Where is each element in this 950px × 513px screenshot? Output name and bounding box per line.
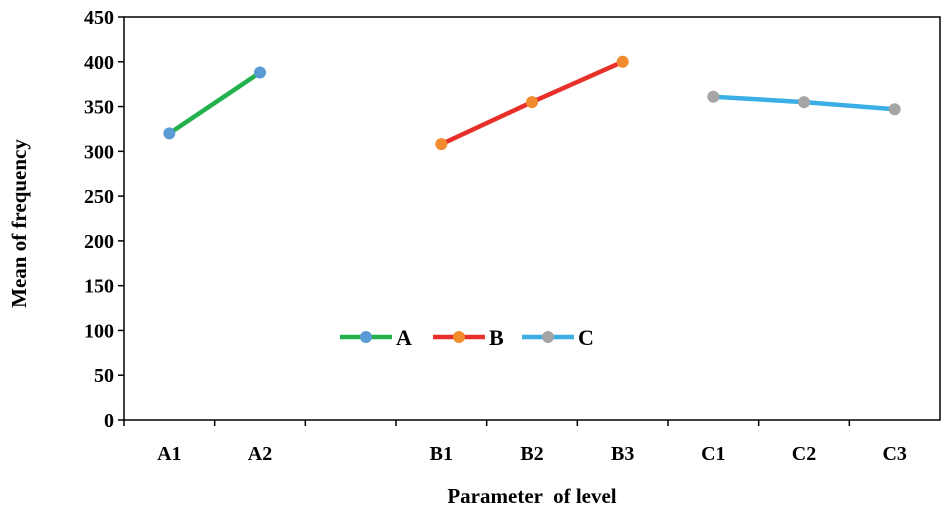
x-tick-label: B1 [430, 443, 453, 465]
x-tick-label: A2 [248, 443, 272, 465]
data-point-a [163, 127, 176, 140]
y-tick-label: 300 [84, 141, 114, 163]
data-point-a [254, 66, 266, 79]
y-axis-title: Mean of frequency [7, 139, 31, 308]
x-tick-label: B3 [611, 443, 634, 465]
x-tick-label: B2 [520, 443, 543, 465]
series-layer [163, 55, 901, 151]
x-tick-label: A1 [157, 443, 181, 465]
y-tick-label: 0 [104, 410, 114, 432]
y-tick-label: 100 [84, 320, 114, 342]
legend-swatch-marker [453, 331, 465, 343]
series-line-a [167, 70, 263, 136]
y-tick-label: 150 [84, 276, 114, 298]
y-tick-label: 250 [84, 186, 114, 208]
legend-label: B [489, 325, 504, 350]
y-axis-ticks: 0 50 100 150 200 250 300 350 400 450 [84, 7, 124, 432]
data-point-c [707, 90, 720, 103]
data-point-b [526, 96, 538, 109]
legend-label: C [578, 325, 594, 350]
legend-label: A [396, 325, 412, 350]
x-tick-label: C2 [792, 443, 816, 465]
legend-swatch-marker [360, 331, 372, 343]
legend: A B C [340, 325, 594, 350]
data-point-c [798, 96, 810, 109]
data-point-b [435, 138, 448, 151]
x-axis-title: Parameter of level [447, 484, 616, 508]
x-tick-label: C3 [882, 443, 906, 465]
data-point-b [616, 55, 629, 68]
y-tick-label: 200 [84, 231, 114, 253]
plot-area-frame [123, 16, 941, 421]
x-axis-ticks: A1 A2 B1 B2 B3 C1 C2 C3 [123, 420, 907, 465]
legend-swatch-marker [542, 331, 554, 343]
y-tick-label: 350 [84, 97, 114, 119]
x-tick-label: C1 [701, 443, 725, 465]
data-point-c [888, 103, 901, 116]
y-tick-label: 450 [84, 7, 114, 29]
y-tick-label: 50 [94, 365, 114, 387]
y-tick-label: 400 [84, 52, 114, 74]
